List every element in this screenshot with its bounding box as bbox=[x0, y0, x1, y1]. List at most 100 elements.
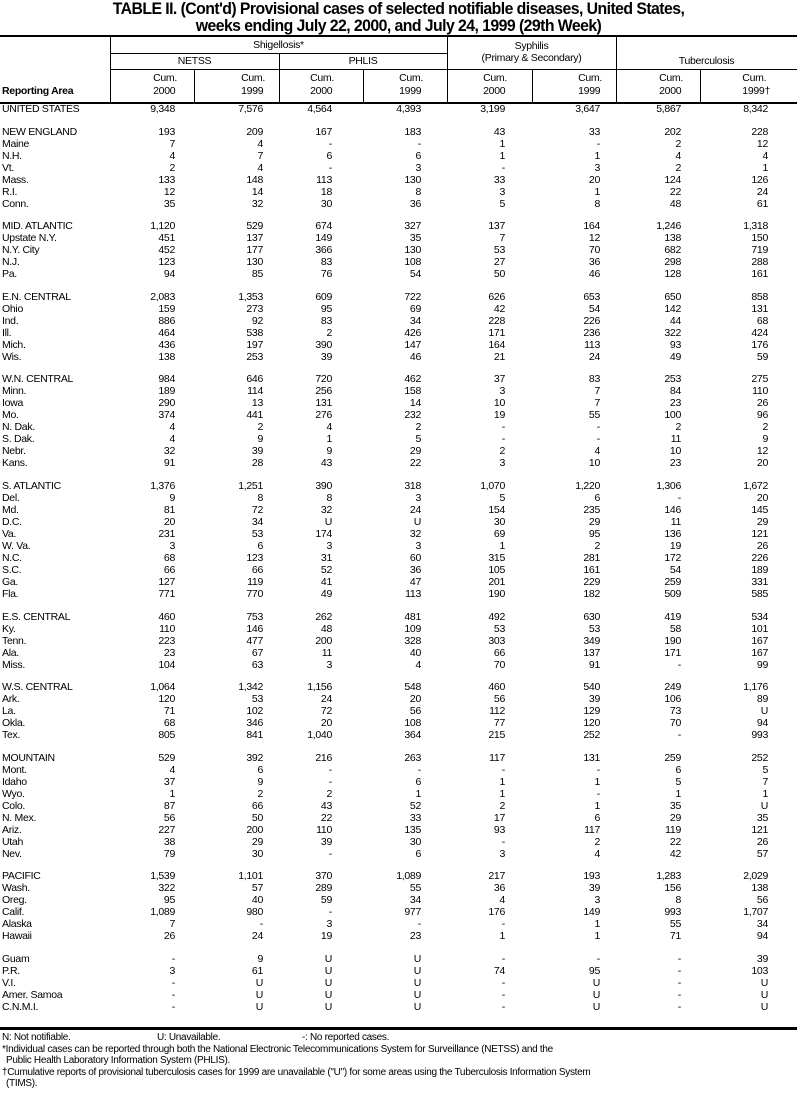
cell-value: 48 bbox=[320, 622, 332, 635]
cell-value: 858 bbox=[751, 290, 768, 303]
column-header-year: 1999 bbox=[578, 85, 601, 97]
cell-value: 3 bbox=[415, 539, 421, 552]
cell-value: 8,342 bbox=[743, 103, 768, 115]
cell-value: 8 bbox=[675, 894, 681, 907]
cell-value: 841 bbox=[246, 729, 263, 742]
cell-value: 33 bbox=[409, 811, 421, 824]
cell-value: 119 bbox=[247, 575, 263, 588]
cell-value: 12 bbox=[756, 445, 768, 458]
cell-value: 66 bbox=[163, 563, 175, 576]
syphilis-header-line-1: Syphilis bbox=[514, 40, 549, 52]
table-row: Ark. 120 53 24 20 56 39 106 89 bbox=[0, 693, 797, 705]
title-line-2: weeks ending July 22, 2000, and July 24,… bbox=[195, 16, 602, 35]
cell-value: 110 bbox=[752, 385, 768, 398]
reporting-area: P.R. bbox=[2, 964, 20, 977]
cell-value: 22 bbox=[669, 185, 681, 198]
cell-value: 53 bbox=[251, 527, 263, 540]
syphilis-header: Syphilis (Primary & Secondary) bbox=[447, 40, 616, 64]
cell-value: 1,101 bbox=[238, 870, 263, 883]
cell-value: 137 bbox=[583, 646, 600, 659]
cell-value: 131 bbox=[751, 302, 768, 315]
cell-value: 22 bbox=[320, 811, 332, 824]
cell-value: 2 bbox=[499, 799, 505, 812]
cell-value: - bbox=[259, 918, 264, 931]
cell-value: 53 bbox=[493, 622, 505, 635]
cell-value: 492 bbox=[488, 610, 505, 623]
cell-value: 20 bbox=[320, 717, 332, 730]
cell-value: 322 bbox=[664, 326, 681, 339]
cell-value: 229 bbox=[583, 575, 600, 588]
cell-value: - bbox=[501, 433, 506, 446]
cell-value: 29 bbox=[588, 515, 600, 528]
cell-value: 1,539 bbox=[150, 870, 175, 883]
cell-value: U bbox=[413, 952, 422, 965]
cell-value: 226 bbox=[751, 551, 768, 564]
cell-value: 6 bbox=[326, 149, 332, 162]
cell-value: 609 bbox=[315, 290, 332, 303]
table-row: Va. 231 53 174 32 69 95 136 121 bbox=[0, 528, 797, 540]
reporting-area: S. ATLANTIC bbox=[2, 479, 61, 492]
reporting-area: Hawaii bbox=[2, 930, 32, 943]
phlis-header: PHLIS bbox=[348, 55, 378, 67]
cell-value: 980 bbox=[246, 906, 263, 919]
cell-value: 36 bbox=[588, 256, 600, 269]
cell-value: 102 bbox=[246, 705, 263, 718]
table-row: Fla. 771 770 49 113 190 182 509 585 bbox=[0, 588, 797, 600]
reporting-area: Ill. bbox=[2, 326, 12, 339]
table-row: Nev. 79 30 - 6 3 4 42 57 bbox=[0, 848, 797, 860]
cell-value: 54 bbox=[409, 268, 421, 281]
cell-value: 805 bbox=[158, 729, 175, 742]
reporting-area: V.I. bbox=[2, 976, 16, 989]
cell-value: 5,867 bbox=[656, 103, 681, 115]
cell-value: 2,083 bbox=[150, 290, 175, 303]
cell-value: 1,251 bbox=[238, 479, 263, 492]
cell-value: 154 bbox=[488, 503, 505, 516]
reporting-area: NEW ENGLAND bbox=[2, 125, 77, 138]
cell-value: 201 bbox=[488, 575, 505, 588]
cell-value: 993 bbox=[664, 906, 681, 919]
cell-value: 5 bbox=[499, 197, 505, 210]
cell-value: 9 bbox=[762, 433, 768, 446]
reporting-area: E.S. CENTRAL bbox=[2, 610, 71, 623]
cell-value: 1,376 bbox=[150, 479, 175, 492]
cell-value: U bbox=[324, 976, 333, 989]
cell-value: 84 bbox=[669, 385, 681, 398]
cell-value: 39 bbox=[320, 835, 332, 848]
cell-value: 12 bbox=[588, 232, 600, 245]
table-row: Pa. 94 85 76 54 50 46 128 161 bbox=[0, 268, 797, 280]
cell-value: 5 bbox=[675, 775, 681, 788]
cell-value: 39 bbox=[588, 882, 600, 895]
table-row: D.C. 20 34 U U 30 29 11 29 bbox=[0, 516, 797, 528]
cell-value: 135 bbox=[404, 823, 421, 836]
table-row: Ala. 23 67 11 40 66 137 171 167 bbox=[0, 647, 797, 659]
cell-value: 35 bbox=[756, 811, 768, 824]
cell-value: 70 bbox=[588, 244, 600, 257]
cell-value: U bbox=[413, 964, 422, 977]
cell-value: 23 bbox=[669, 397, 681, 410]
cell-value: 20 bbox=[756, 457, 768, 470]
cell-value: 441 bbox=[246, 409, 263, 422]
cell-value: 1 bbox=[594, 930, 600, 943]
cell-value: 172 bbox=[664, 551, 681, 564]
cell-value: U bbox=[255, 1000, 264, 1013]
cell-value: 136 bbox=[664, 527, 681, 540]
cell-value: 6 bbox=[415, 149, 421, 162]
cell-value: 719 bbox=[751, 244, 768, 257]
divider bbox=[110, 69, 797, 70]
cell-value: 55 bbox=[669, 918, 681, 931]
table-row: S. ATLANTIC 1,376 1,251 390 318 1,070 1,220 1,3… bbox=[0, 480, 797, 492]
cell-value: 189 bbox=[751, 563, 768, 576]
reporting-area: Amer. Samoa bbox=[2, 988, 63, 1001]
table-row: Utah 38 29 39 30-2 22 26 bbox=[0, 836, 797, 848]
cell-value: 585 bbox=[751, 587, 768, 600]
cell-value: 94 bbox=[163, 268, 175, 281]
cell-value: 138 bbox=[664, 232, 681, 245]
cell-value: 24 bbox=[251, 930, 263, 943]
reporting-area: PACIFIC bbox=[2, 870, 41, 883]
cell-value: 2 bbox=[326, 326, 332, 339]
cell-value: 53 bbox=[588, 622, 600, 635]
cell-value: 534 bbox=[751, 610, 768, 623]
cell-value: 2 bbox=[762, 421, 768, 434]
cell-value: 124 bbox=[664, 173, 681, 186]
cell-value: 24 bbox=[756, 185, 768, 198]
